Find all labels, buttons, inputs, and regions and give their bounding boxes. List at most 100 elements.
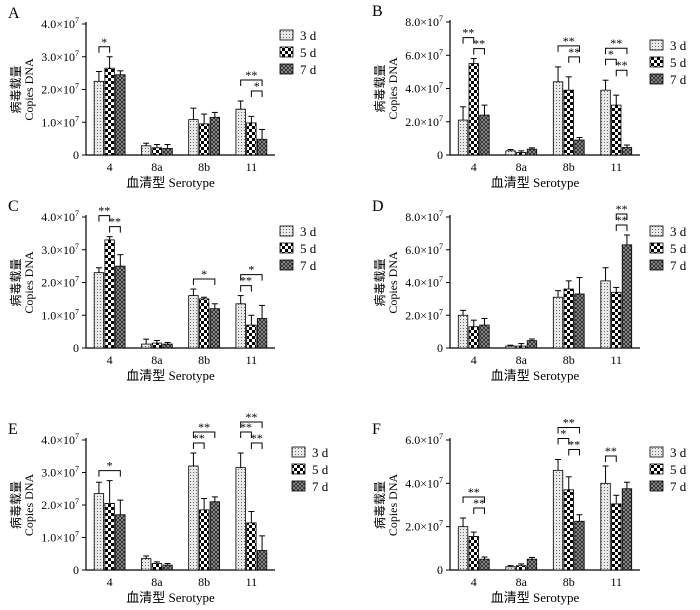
y-tick-label: 2.0×107 (41, 82, 79, 97)
legend-label: 7 d (312, 479, 329, 494)
significance-bracket (240, 274, 263, 281)
bar (516, 565, 527, 571)
significance-label: ** (473, 37, 485, 51)
legend-swatch (649, 56, 664, 68)
bar (188, 465, 199, 571)
x-tick-label: 8a (516, 575, 528, 589)
legend-swatch (279, 242, 294, 254)
y-tick-exponent: 7 (75, 497, 79, 506)
bar (563, 89, 574, 156)
y-tick-exponent: 7 (75, 209, 79, 218)
significance-bracket (250, 442, 263, 449)
significance-bracket (98, 46, 111, 53)
bar (115, 265, 126, 349)
y-tick-label: 2.0×107 (405, 114, 443, 129)
panel-letter: F (372, 421, 381, 438)
bar (457, 314, 469, 349)
significance-label: ** (468, 485, 480, 499)
y-tick-times: ×10 (420, 15, 439, 29)
y-tick-exponent: 7 (75, 432, 79, 441)
bar (151, 342, 163, 349)
y-tick-times: ×10 (420, 276, 439, 290)
panel-letter: A (8, 5, 20, 22)
y-tick-times: ×10 (420, 433, 439, 447)
y-axis-title-cn: 病毒载量 (8, 258, 23, 306)
y-axis-title-cn: 病毒载量 (372, 258, 387, 306)
y-tick-mantissa: 2.0 (405, 115, 420, 129)
x-tick-label: 11 (246, 353, 258, 367)
y-tick-label: 3.0×107 (41, 465, 79, 480)
legend-label: 7 d (670, 72, 687, 87)
legend-swatch (279, 259, 294, 271)
y-tick-mantissa: 4.0 (41, 210, 56, 224)
y-tick-times: ×10 (56, 433, 75, 447)
bar (505, 150, 516, 156)
x-tick-label: 4 (107, 575, 113, 589)
bar (115, 514, 126, 571)
legend-label: 3 d (670, 38, 687, 53)
y-tick-mantissa: 6.0 (405, 48, 420, 62)
x-tick-label: 8a (516, 160, 528, 174)
legend-swatch (649, 480, 664, 492)
bar (468, 326, 479, 349)
x-tick-label: 8b (563, 160, 575, 174)
y-tick-exponent: 7 (75, 16, 79, 25)
significance-bracket (240, 285, 252, 292)
significance-label: ** (605, 444, 617, 458)
bar (621, 488, 633, 571)
legend-label: 3 d (312, 445, 329, 460)
x-tick-label: 8b (563, 575, 575, 589)
legend-swatch (279, 46, 294, 58)
x-axis-title: 血清型 Serotype (491, 590, 580, 605)
y-tick-exponent: 7 (439, 432, 443, 441)
legend-swatch (291, 480, 306, 492)
bar (104, 239, 115, 349)
y-tick-label: 4.0×107 (405, 81, 443, 96)
x-tick-label: 8b (198, 160, 210, 174)
y-tick-label: 1.0×107 (41, 530, 79, 545)
y-tick-exponent: 7 (75, 530, 79, 539)
bar (141, 343, 152, 349)
y-axis-title-en: Copies DNA (386, 474, 400, 537)
significance-label: ** (610, 36, 622, 50)
bar (526, 558, 538, 571)
significance-bracket (615, 224, 628, 232)
significance-label: ** (198, 420, 210, 434)
legend-label: 7 d (300, 62, 317, 77)
legend-label: 3 d (300, 224, 317, 239)
x-tick-label: 11 (610, 575, 622, 589)
y-tick-exponent: 7 (439, 14, 443, 23)
significance-bracket (557, 427, 580, 434)
x-axis-title: 血清型 Serotype (126, 368, 215, 383)
significance-label: ** (563, 34, 575, 48)
significance-label: ** (563, 416, 575, 430)
y-tick-times: ×10 (56, 466, 75, 480)
significance-label: ** (245, 68, 257, 82)
panel-letter: D (372, 198, 384, 215)
significance-bracket (240, 431, 252, 438)
y-tick-times: ×10 (420, 520, 439, 534)
legend-swatch (279, 225, 294, 237)
y-tick-times: ×10 (56, 498, 75, 512)
bar (621, 147, 633, 156)
bar (479, 558, 490, 571)
significance-bracket (462, 37, 475, 44)
bar (188, 119, 199, 156)
significance-bracket (615, 69, 628, 77)
y-tick-label: 0 (437, 148, 443, 162)
significance-label: * (101, 35, 107, 49)
legend-swatch (649, 463, 664, 475)
y-tick-exponent: 7 (75, 49, 79, 58)
significance-bracket (98, 215, 111, 222)
panel-letter: C (8, 198, 19, 215)
legend-swatch (279, 63, 294, 75)
significance-label: ** (240, 420, 252, 434)
significance-bracket (605, 47, 628, 55)
significance-bracket (240, 421, 263, 428)
bar (563, 288, 574, 349)
x-tick-label: 8b (198, 575, 210, 589)
panel-letter: B (372, 3, 383, 20)
y-tick-label: 0 (437, 341, 443, 355)
bar (552, 469, 564, 571)
bar (574, 520, 585, 571)
